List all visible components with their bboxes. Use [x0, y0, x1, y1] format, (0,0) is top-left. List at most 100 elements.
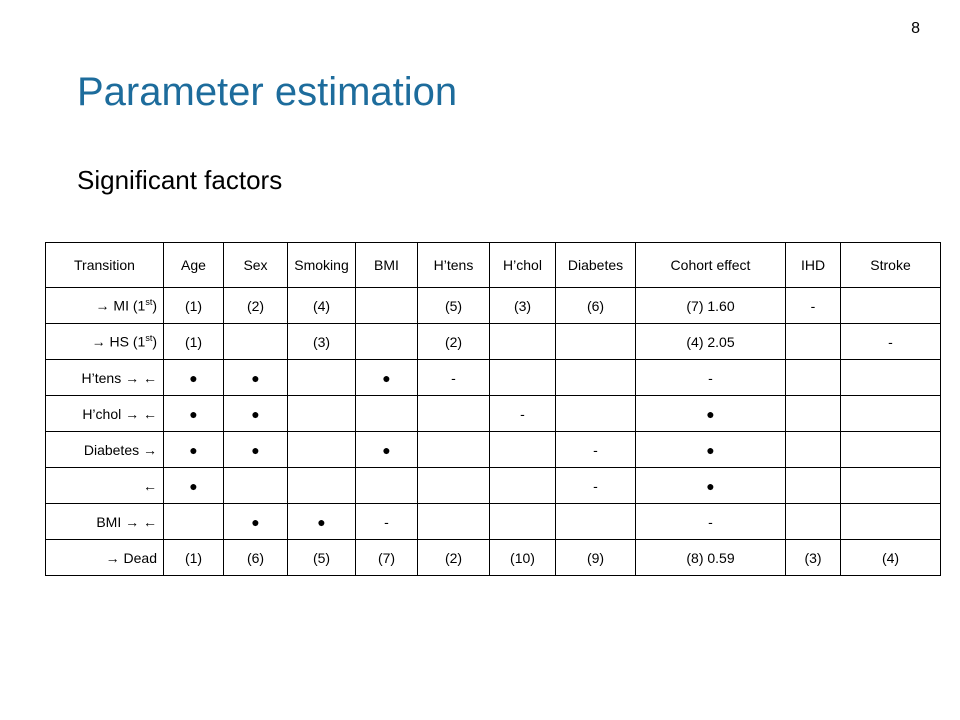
transition-cell: Diabetes →	[45, 431, 164, 468]
table-cell: -	[555, 431, 636, 468]
empty-cell	[489, 431, 556, 468]
empty-cell	[785, 503, 841, 540]
page-number: 8	[911, 20, 920, 37]
empty-cell	[489, 323, 556, 360]
empty-cell	[287, 431, 356, 468]
transition-sup: st	[145, 333, 153, 344]
table-cell: ●	[635, 395, 786, 432]
table-cell: ●	[287, 503, 356, 540]
table-cell: ●	[223, 503, 288, 540]
empty-cell	[555, 323, 636, 360]
table-cell: (9)	[555, 539, 636, 576]
empty-cell	[417, 503, 490, 540]
table-cell: ●	[223, 359, 288, 396]
table-cell: ●	[163, 467, 224, 504]
table-cell: -	[355, 503, 418, 540]
table-cell: (5)	[287, 539, 356, 576]
table-row: ← ● - ●	[45, 467, 941, 504]
table-cell: -	[555, 467, 636, 504]
header-cell: Transition	[45, 242, 164, 288]
table-cell: -	[785, 287, 841, 324]
transition-cell: → Dead	[45, 539, 164, 576]
transition-cell: → MI (1st)	[45, 287, 164, 324]
table-cell: -	[635, 359, 786, 396]
transition-text: Diabetes →	[83, 441, 157, 458]
empty-cell	[417, 431, 490, 468]
table-cell: -	[417, 359, 490, 396]
transition-text: BMI → ←	[96, 513, 157, 530]
transition-cell: BMI → ←	[45, 503, 164, 540]
empty-cell	[287, 467, 356, 504]
table-cell: (1)	[163, 323, 224, 360]
table-cell: -	[840, 323, 941, 360]
table-cell: (10)	[489, 539, 556, 576]
table-cell: (5)	[417, 287, 490, 324]
table-cell: -	[635, 503, 786, 540]
table-cell: (2)	[417, 539, 490, 576]
table-cell: (3)	[785, 539, 841, 576]
table-cell: (2)	[223, 287, 288, 324]
table-cell: (1)	[163, 539, 224, 576]
transition-sup: st	[145, 297, 153, 308]
subtitle: Significant factors	[77, 165, 283, 195]
table-cell: ●	[635, 467, 786, 504]
table-cell: ●	[163, 431, 224, 468]
transition-tail: )	[152, 333, 157, 350]
header-row: Transition Age Sex Smoking BMI H’tens H’chol Di…	[45, 242, 941, 288]
table-cell: ●	[635, 431, 786, 468]
transition-text: H’tens → ←	[81, 369, 157, 386]
empty-cell	[163, 503, 224, 540]
transition-text: → MI (1	[95, 297, 146, 314]
empty-cell	[287, 359, 356, 396]
table-cell: (4) 2.05	[635, 323, 786, 360]
empty-cell	[840, 503, 941, 540]
empty-cell	[555, 503, 636, 540]
empty-cell	[355, 467, 418, 504]
table-cell: ●	[223, 395, 288, 432]
table-cell: ●	[355, 359, 418, 396]
header-cell: Stroke	[840, 242, 941, 288]
empty-cell	[489, 503, 556, 540]
header-cell: Cohort effect	[635, 242, 786, 288]
transition-text: H’chol → ←	[82, 405, 157, 422]
table-row: → MI (1st) (1) (2) (4) (5) (3) (6) (7) 1.60-	[45, 287, 941, 324]
table-cell: (7) 1.60	[635, 287, 786, 324]
transition-text: → Dead	[105, 549, 157, 566]
factor-table: Transition Age Sex Smoking BMI H’tens H’chol Di…	[45, 242, 941, 576]
table-cell: (2)	[417, 323, 490, 360]
empty-cell	[355, 395, 418, 432]
table-cell: ●	[163, 359, 224, 396]
table-cell: (3)	[287, 323, 356, 360]
transition-cell: H’chol → ←	[45, 395, 164, 432]
empty-cell	[785, 323, 841, 360]
title: Parameter estimation	[77, 70, 458, 114]
table-cell: (4)	[287, 287, 356, 324]
table-cell: (6)	[555, 287, 636, 324]
header-cell: Diabetes	[555, 242, 636, 288]
header-cell: Sex	[223, 242, 288, 288]
empty-cell	[555, 395, 636, 432]
table-cell: (7)	[355, 539, 418, 576]
empty-cell	[417, 395, 490, 432]
table-cell: -	[489, 395, 556, 432]
transition-cell: ←	[45, 467, 164, 504]
table-cell: (3)	[489, 287, 556, 324]
empty-cell	[287, 395, 356, 432]
header-cell: H’tens	[417, 242, 490, 288]
table-cell: (6)	[223, 539, 288, 576]
empty-cell	[785, 395, 841, 432]
header-cell: Age	[163, 242, 224, 288]
empty-cell	[840, 287, 941, 324]
empty-cell	[785, 359, 841, 396]
empty-cell	[417, 467, 490, 504]
table-cell: ●	[163, 395, 224, 432]
empty-cell	[223, 467, 288, 504]
header-cell: BMI	[355, 242, 418, 288]
table-cell: ●	[223, 431, 288, 468]
empty-cell	[840, 467, 941, 504]
transition-tail: )	[152, 297, 157, 314]
empty-cell	[489, 359, 556, 396]
table-row: → Dead (1) (6) (5) (7) (2) (10) (9) (8) 0.59 (3)(…	[45, 539, 941, 576]
empty-cell	[489, 467, 556, 504]
table-row: → HS (1st) (1) (3) (2) (4) 2.05-	[45, 323, 941, 360]
